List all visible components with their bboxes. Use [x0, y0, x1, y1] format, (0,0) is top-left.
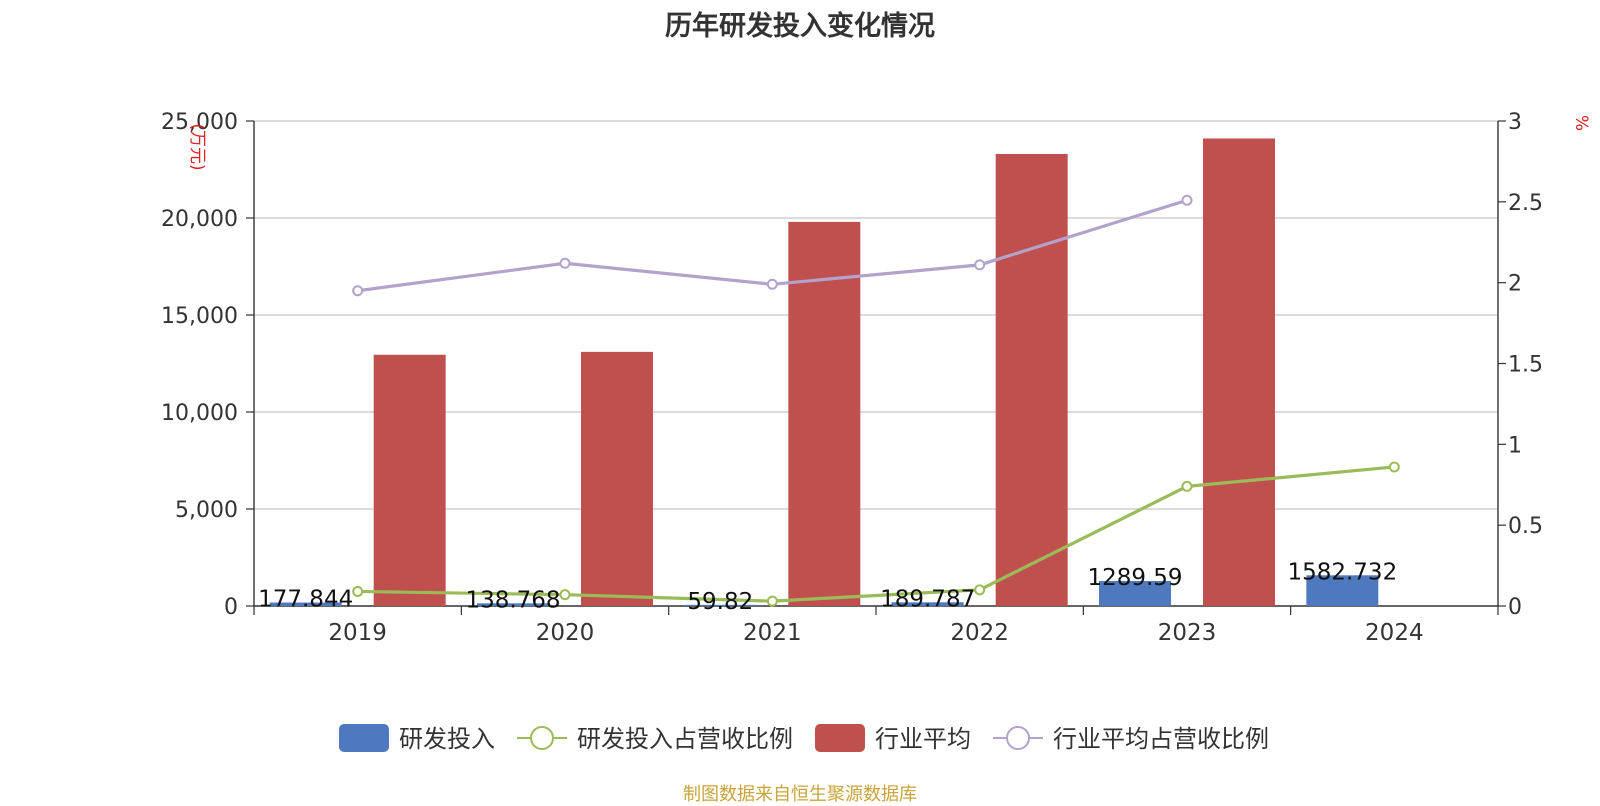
bar-data-label: 59.82	[687, 589, 753, 615]
x-tick-label: 2021	[743, 620, 802, 646]
lines	[352, 194, 1400, 607]
bar-industry	[1203, 138, 1275, 606]
grid-lines	[254, 120, 1498, 510]
bar-rd	[684, 604, 757, 606]
y-left-tick-label: 25,000	[161, 110, 238, 135]
legend-label: 研发投入	[399, 725, 495, 753]
legend-label: 行业平均占营收比例	[1053, 725, 1269, 753]
line-point	[766, 595, 778, 607]
bar-data-label: 1582.732	[1287, 559, 1397, 585]
y-right-tick-label: 1.5	[1508, 353, 1543, 378]
legend-swatch	[339, 724, 389, 752]
line-point	[974, 584, 986, 596]
bar-industry	[581, 351, 653, 606]
bar-industry	[995, 153, 1068, 607]
line-point	[766, 278, 778, 290]
y-right-tick-label: 0.5	[1508, 514, 1543, 539]
bar-rd	[891, 602, 964, 606]
legend-swatch	[815, 724, 865, 752]
bar-rd	[1306, 575, 1379, 606]
axes: 0 5,000 10,000 15,000 20,000 25,000 0 0.5 1 1.5 2 2…	[161, 110, 1591, 646]
chart-title: 历年研发投入变化情况	[665, 11, 935, 42]
legend-marker	[530, 726, 554, 750]
bars	[269, 138, 1379, 607]
bar-industry	[373, 354, 446, 606]
y-left-tick-label: 10,000	[161, 401, 238, 426]
line-point	[352, 585, 364, 597]
line-point	[559, 257, 571, 269]
legend-label: 研发投入占营收比例	[577, 725, 793, 753]
line-rd-ratio	[357, 465, 1395, 603]
bar-data-label: 177.844	[258, 587, 353, 613]
bar-data-label: 1289.59	[1087, 565, 1182, 591]
x-tick-label: 2022	[950, 620, 1009, 646]
x-tick-label: 2023	[1158, 620, 1217, 646]
y-right-tick-label: 0	[1508, 595, 1522, 620]
line-point	[974, 259, 986, 271]
y-left-tick-label: 0	[224, 595, 238, 620]
bar-rd	[477, 603, 549, 606]
x-tick-label: 2020	[536, 620, 595, 646]
bar-rd	[269, 602, 342, 606]
x-tick-label: 2024	[1365, 620, 1424, 646]
y-left-unit: (万元)	[187, 123, 207, 170]
source-note: 制图数据来自恒生聚源数据库	[683, 784, 917, 805]
y-left-tick-label: 5,000	[175, 498, 238, 523]
y-right-tick-label: 1	[1508, 433, 1522, 458]
line-point	[1388, 461, 1400, 473]
line-point	[559, 589, 571, 601]
bar-data-label: 138.768	[465, 587, 560, 613]
bar-data-label: 189.787	[880, 586, 975, 612]
legend: 研发投入 研发投入占营收比例 行业平均 行业平均占营收比例	[339, 724, 1269, 753]
line-point	[1181, 480, 1193, 492]
line-point	[1181, 194, 1193, 206]
data-labels: 177.844 138.768 59.82 189.787 1289.59 1582.73…	[258, 559, 1397, 615]
legend-marker	[1006, 726, 1030, 750]
bar-industry	[788, 221, 861, 606]
y-right-tick-label: 3	[1508, 110, 1522, 135]
bar-rd	[1099, 580, 1171, 606]
line-point	[352, 285, 364, 297]
y-right-unit: %	[1571, 115, 1591, 131]
x-tick-label: 2019	[328, 620, 387, 646]
y-right-tick-label: 2	[1508, 272, 1522, 297]
y-right-tick-label: 2.5	[1508, 191, 1543, 216]
y-left-tick-label: 15,000	[161, 304, 238, 329]
legend-label: 行业平均	[875, 725, 971, 753]
y-left-tick-label: 20,000	[161, 207, 238, 232]
